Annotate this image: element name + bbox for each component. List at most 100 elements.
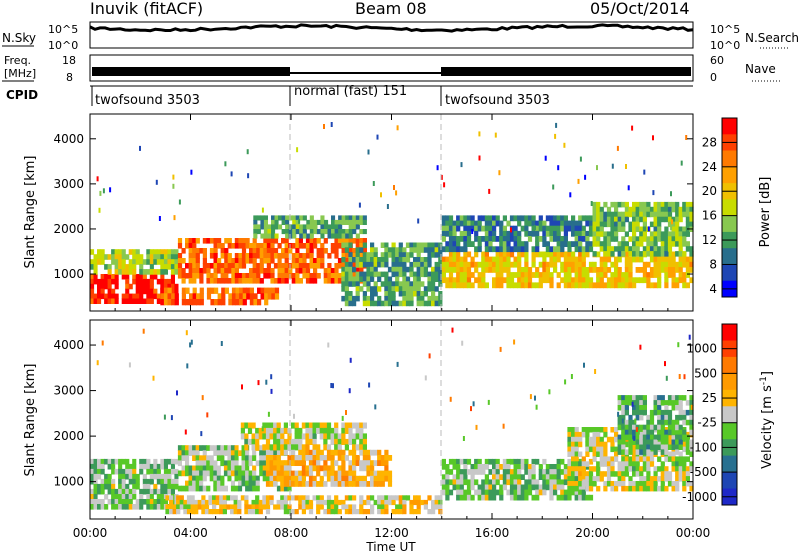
power-cell: [452, 220, 457, 227]
velocity-cell: [675, 466, 680, 472]
power-cell: [517, 236, 522, 242]
power-cell: [495, 220, 500, 227]
power-cell: [253, 219, 258, 225]
velocity-cell: [114, 494, 119, 500]
power-cell: [213, 253, 218, 259]
cpid-panel: CPID twofsound 3503 normal (fast) 151 tw…: [6, 84, 693, 108]
velocity-cell: [248, 455, 253, 461]
power-cell: [502, 251, 507, 258]
power-cell: [599, 261, 604, 268]
velocity-cell: [359, 438, 364, 445]
power-cell: [495, 267, 500, 273]
power-cell: [352, 219, 357, 225]
power-cell: [438, 295, 443, 302]
velocity-cell: [621, 485, 626, 492]
velocity-cell: [642, 481, 647, 487]
velocity-cell: [578, 466, 583, 472]
velocity-scatter-cell: [190, 339, 193, 345]
velocity-cell: [258, 433, 263, 440]
velocity-cell: [606, 476, 612, 482]
power-cell: [553, 230, 558, 237]
power-cell: [535, 251, 540, 258]
power-cell: [263, 215, 268, 221]
power-cell: [438, 271, 443, 278]
velocity-cell: [588, 441, 594, 448]
velocity-cell: [132, 488, 137, 495]
power-cell: [517, 256, 522, 263]
power-cell: [606, 211, 612, 218]
velocity-cell: [545, 484, 550, 491]
power-cell: [316, 219, 321, 225]
power-cell: [513, 241, 518, 247]
power-cell: [252, 268, 257, 274]
power-cell: [664, 277, 669, 284]
velocity-cell: [118, 473, 123, 480]
power-cell: [574, 220, 579, 227]
power-cell: [100, 249, 105, 255]
power-cell: [402, 257, 407, 263]
power-cell: [599, 226, 604, 232]
power-cell: [682, 206, 687, 213]
velocity-cell: [194, 509, 199, 515]
power-cell: [628, 211, 633, 218]
velocity-cell: [502, 484, 507, 491]
velocity-cell: [606, 466, 612, 472]
velocity-cell: [459, 479, 464, 486]
velocity-cell: [238, 465, 243, 472]
power-cell: [163, 283, 168, 290]
velocity-cell: [646, 461, 651, 467]
power-cell: [438, 252, 443, 258]
velocity-cell: [492, 494, 497, 501]
power-cell: [188, 243, 193, 249]
velocity-cell: [517, 489, 522, 496]
power-cell: [291, 243, 296, 249]
velocity-cell: [156, 478, 161, 485]
velocity-cell: [334, 433, 339, 440]
power-cell: [653, 261, 658, 268]
velocity-cell: [223, 470, 228, 477]
power-cell: [224, 268, 229, 274]
velocity-cell: [323, 433, 328, 440]
velocity-cell: [111, 478, 116, 485]
velocity-cell: [578, 476, 583, 482]
velocity-cell: [90, 468, 95, 475]
velocity-cell: [456, 474, 461, 480]
power-cell: [560, 220, 565, 227]
velocity-cell: [585, 476, 590, 482]
nsky-panel: N.Sky 10^5 10^0 10^5 10^0 N.Search: [2, 21, 799, 52]
velocity-cell: [563, 464, 568, 470]
velocity-cell: [527, 489, 533, 496]
power-cell: [149, 274, 154, 280]
power-cell: [341, 238, 346, 244]
power-cell: [177, 253, 183, 259]
power-cell: [228, 293, 233, 300]
power-cell: [527, 272, 533, 278]
power-cell: [553, 256, 558, 263]
power-cell: [348, 257, 353, 263]
power-colorbar-tick-label: 16: [702, 209, 717, 223]
power-cell: [234, 253, 239, 259]
power-cell: [434, 261, 439, 268]
power-cell: [270, 278, 275, 284]
power-cell: [97, 259, 102, 265]
velocity-cell: [596, 427, 601, 433]
velocity-cell: [308, 433, 314, 440]
velocity-scatter-cell: [631, 401, 634, 407]
power-cell: [452, 267, 457, 273]
power-cell: [259, 248, 264, 254]
power-cell: [362, 281, 367, 287]
velocity-cell: [305, 504, 310, 510]
velocity-cell: [667, 444, 673, 450]
velocity-cell: [220, 475, 225, 482]
power-cell: [246, 293, 251, 300]
power-cell: [345, 219, 350, 225]
power-cell: [128, 264, 133, 270]
power-cell: [434, 300, 439, 307]
power-cell: [295, 243, 300, 249]
power-cell: [667, 251, 673, 258]
velocity-cell: [139, 463, 144, 470]
power-cell: [578, 256, 583, 263]
velocity-cell: [287, 444, 292, 451]
velocity-cell: [107, 488, 112, 495]
velocity-cell: [230, 495, 235, 501]
